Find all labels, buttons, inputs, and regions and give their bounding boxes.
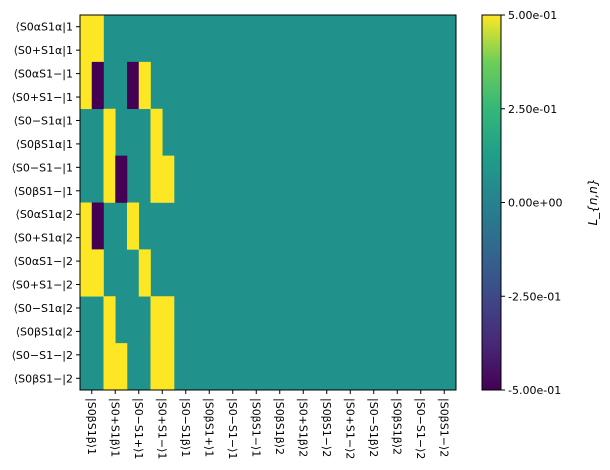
colorbar-tick-label: 0.00e+00 [508, 197, 562, 210]
column-labels: |S0βS1β⟩1 |S0+S1β⟩1 |S0−S1+⟩1 |S0+S1−⟩1 |S0−… [85, 390, 450, 459]
row-tick-label: ⟨S0+S1−|1 [12, 91, 73, 104]
column-tick-label: |S0βS1−⟩2 [320, 398, 333, 457]
heatmap-cell [150, 343, 163, 391]
row-tick-label: ⟨S0βS1α|2 [16, 325, 73, 338]
heatmap-cell [103, 155, 116, 203]
column-tick-label: |S0−S1β⟩2 [367, 398, 380, 457]
column-tick-label: |S0+S1−⟩2 [343, 398, 356, 459]
heatmap-cell [162, 296, 175, 344]
heatmap-cell [150, 155, 163, 203]
heatmap-cell [91, 61, 104, 110]
row-tick-label: ⟨S0+S1−|2 [12, 279, 73, 292]
heatmap-cell [162, 155, 175, 203]
heatmap-cell [115, 155, 128, 203]
heatmap-cell [80, 249, 93, 297]
heatmap-cell [103, 343, 116, 391]
colorbar-tick-label: 2.50e-01 [508, 103, 557, 116]
heatmap-cell [91, 15, 104, 63]
heatmap-cells [80, 15, 456, 391]
column-tick-label: |S0βS1−⟩1 [249, 398, 262, 457]
column-tick-label: |S0−S1−⟩2 [414, 398, 427, 459]
heatmap-cell [80, 15, 93, 63]
column-tick-label: |S0+S1β⟩2 [296, 398, 309, 457]
colorbar-tick-label: -5.00e-01 [508, 384, 561, 397]
column-tick-label: |S0βS1β⟩1 [85, 398, 98, 455]
heatmap-cell [91, 202, 104, 250]
heatmap-cell [127, 61, 140, 110]
colorbar-ticks: 5.00e-01 2.50e-01 0.00e+00 -2.50e-01 -5.00e-… [501, 9, 562, 397]
heatmap-cell [80, 61, 93, 110]
column-tick-label: |S0+S1−⟩1 [155, 398, 168, 459]
heatmap-cell [138, 61, 151, 110]
heatmap-cell [115, 343, 128, 391]
column-tick-label: |S0+S1β⟩1 [108, 398, 121, 457]
row-labels: ⟨S0αS1α|1 ⟨S0+S1α|1 ⟨S0αS1−|1 ⟨S0+S1−|1 ⟨S0−… [12, 21, 80, 385]
heatmap-cell [103, 108, 116, 156]
colorbar-tick-label: -2.50e-01 [508, 290, 561, 303]
row-tick-label: ⟨S0+S1α|2 [14, 232, 73, 245]
heatmap-cell [80, 202, 93, 250]
row-tick-label: ⟨S0βS1−|1 [14, 185, 73, 198]
heatmap-cell [91, 249, 104, 297]
row-tick-label: ⟨S0αS1−|2 [14, 255, 73, 268]
row-tick-label: ⟨S0αS1α|1 [16, 21, 73, 34]
column-tick-label: |S0−S1+⟩1 [132, 398, 145, 459]
column-tick-label: |S0βS1β⟩2 [390, 398, 403, 455]
column-tick-label: |S0−S1β⟩1 [179, 398, 192, 457]
colorbar-tick-label: 5.00e-01 [508, 9, 557, 22]
heatmap-cell [150, 108, 163, 156]
row-tick-label: ⟨S0βS1α|1 [16, 138, 73, 151]
heatmap-cell [150, 296, 163, 344]
column-tick-label: |S0−S1−⟩1 [226, 398, 239, 459]
row-tick-label: ⟨S0−S1−|1 [12, 161, 73, 174]
row-tick-label: ⟨S0−S1−|2 [12, 349, 73, 362]
row-tick-label: ⟨S0αS1−|1 [14, 68, 73, 81]
heatmap-cell [162, 343, 175, 391]
row-tick-label: ⟨S0αS1α|2 [16, 208, 73, 221]
heatmap-cell [127, 202, 140, 250]
column-tick-label: |S0βS1β⟩2 [273, 398, 286, 455]
colorbar [481, 14, 502, 391]
row-tick-label: ⟨S0βS1−|2 [14, 372, 73, 385]
column-tick-label: |S0βS1−⟩2 [437, 398, 450, 457]
row-tick-label: ⟨S0−S1α|2 [14, 302, 73, 315]
heatmap-cell [103, 296, 116, 344]
row-tick-label: ⟨S0−S1α|1 [14, 114, 73, 127]
plot-frame [79, 14, 457, 391]
heatmap-cell [138, 249, 151, 297]
column-tick-label: |S0βS1+⟩1 [202, 398, 215, 457]
colorbar-label: L_{n,n} [586, 179, 600, 226]
row-tick-label: ⟨S0+S1α|1 [14, 44, 73, 57]
